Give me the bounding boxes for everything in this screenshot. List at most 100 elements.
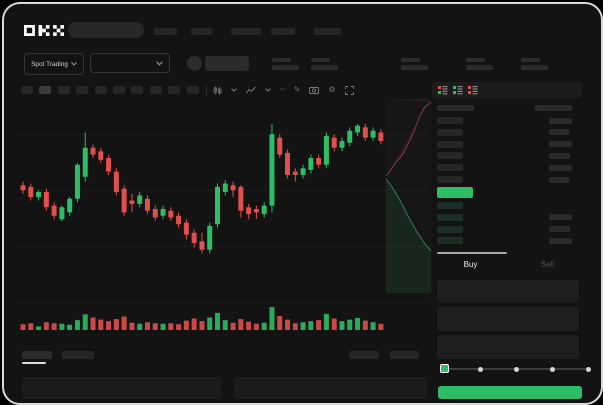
- volume-bar: [246, 321, 252, 330]
- tab-buy[interactable]: Buy: [432, 256, 509, 272]
- candle-type-icon[interactable]: [213, 86, 222, 95]
- candle-body: [331, 137, 337, 148]
- slider-step-dot[interactable]: [513, 366, 519, 372]
- candle-body: [121, 188, 127, 213]
- slider-handle[interactable]: [439, 364, 449, 373]
- volume-bar: [59, 323, 65, 330]
- candle-body: [230, 185, 236, 191]
- interval-button[interactable]: [57, 86, 70, 94]
- interval-button[interactable]: [131, 86, 144, 94]
- candle-body: [207, 226, 213, 250]
- last-price-badge[interactable]: [437, 187, 473, 198]
- interval-button[interactable]: [186, 86, 199, 94]
- nav-item[interactable]: [314, 28, 341, 35]
- bottom-tab[interactable]: [62, 351, 94, 359]
- bottom-tab-active[interactable]: [22, 351, 52, 359]
- candle-body: [129, 200, 135, 204]
- tab-buy-label: Buy: [463, 259, 478, 269]
- nav-item[interactable]: [271, 28, 295, 35]
- bid-row[interactable]: [432, 225, 586, 234]
- volume-bar: [90, 317, 96, 330]
- nav-item[interactable]: [231, 28, 261, 35]
- candle-body: [36, 192, 42, 198]
- coin-avatar: [187, 56, 202, 71]
- interval-button[interactable]: [21, 86, 33, 94]
- candle-body: [106, 158, 112, 172]
- tab-sell[interactable]: Sell: [509, 256, 586, 272]
- stat-label-placeholder: [521, 58, 540, 62]
- draw-tool-icon[interactable]: ✎: [293, 85, 301, 94]
- slider-step-dot[interactable]: [477, 366, 483, 372]
- pair-selector[interactable]: [90, 53, 170, 73]
- bid-row[interactable]: [432, 237, 586, 245]
- candle-body: [20, 185, 26, 191]
- volume-bar: [300, 322, 306, 330]
- volume-bar: [277, 315, 283, 330]
- interval-button[interactable]: [94, 86, 107, 94]
- ask-row[interactable]: [432, 152, 586, 160]
- nav-item[interactable]: [191, 28, 212, 35]
- ask-row[interactable]: [432, 140, 586, 149]
- total-input[interactable]: [437, 335, 579, 359]
- ask-row[interactable]: [432, 117, 586, 125]
- interval-button[interactable]: [76, 86, 89, 94]
- volume-bar: [207, 317, 213, 330]
- bottom-tab-right[interactable]: [349, 351, 379, 359]
- amount-input[interactable]: [437, 307, 579, 331]
- interval-button[interactable]: [149, 86, 162, 94]
- ask-row[interactable]: [432, 128, 586, 137]
- candle-body: [215, 186, 220, 225]
- depth-asks-line: [385, 101, 432, 177]
- price-input[interactable]: [437, 280, 579, 302]
- bid-row[interactable]: [432, 202, 586, 210]
- nav-item[interactable]: [154, 28, 177, 35]
- candle-body: [74, 164, 80, 199]
- slider-step-dot[interactable]: [585, 366, 591, 372]
- volume-bar: [82, 314, 88, 330]
- volume-bar: [269, 307, 275, 330]
- okx-logo[interactable]: [24, 24, 64, 37]
- interval-button[interactable]: [39, 86, 52, 94]
- fullscreen-icon[interactable]: [344, 85, 354, 95]
- candle-body: [113, 171, 119, 192]
- bid-price-bar: [437, 202, 463, 209]
- book-bids-icon[interactable]: [453, 85, 463, 95]
- ask-price-bar: [437, 140, 463, 148]
- volume-bar: [339, 321, 345, 330]
- candle-body: [323, 135, 329, 165]
- chevron-down-icon[interactable]: [265, 88, 271, 92]
- bid-row[interactable]: [432, 213, 586, 222]
- bottom-tab-right[interactable]: [390, 351, 419, 359]
- ask-price-bar: [437, 117, 463, 124]
- candle-body: [269, 134, 275, 206]
- search-input[interactable]: [68, 22, 144, 38]
- wave-icon[interactable]: ~: [280, 85, 285, 94]
- tab-sell-label: Sell: [540, 259, 555, 269]
- settings-gear-icon[interactable]: ⚙: [328, 85, 336, 94]
- buy-button[interactable]: [438, 386, 582, 399]
- candle-body: [199, 241, 205, 250]
- stat-value-placeholder: [272, 65, 299, 70]
- interval-button[interactable]: [168, 86, 181, 94]
- chevron-down-icon[interactable]: [231, 88, 237, 92]
- interval-button[interactable]: [113, 86, 125, 94]
- pair-name-placeholder[interactable]: [205, 56, 249, 71]
- bid-price-bar: [437, 225, 463, 233]
- stat-label-placeholder: [401, 58, 420, 62]
- chevron-down-icon: [71, 62, 77, 66]
- indicators-icon[interactable]: [246, 86, 256, 95]
- candle-body: [176, 215, 182, 225]
- spot-trading-selector[interactable]: Spot Trading: [24, 53, 84, 75]
- bottom-tab-underline: [22, 362, 46, 364]
- ask-row[interactable]: [432, 164, 586, 172]
- candle-body: [152, 209, 158, 218]
- ask-row[interactable]: [432, 176, 586, 184]
- book-asks-icon[interactable]: [468, 85, 478, 95]
- volume-bar: [191, 318, 197, 330]
- stat-value-placeholder: [311, 65, 338, 70]
- slider-step-dot[interactable]: [549, 366, 555, 372]
- camera-icon[interactable]: [309, 86, 320, 94]
- book-both-icon[interactable]: [438, 85, 448, 95]
- candlestick-chart[interactable]: [16, 99, 432, 349]
